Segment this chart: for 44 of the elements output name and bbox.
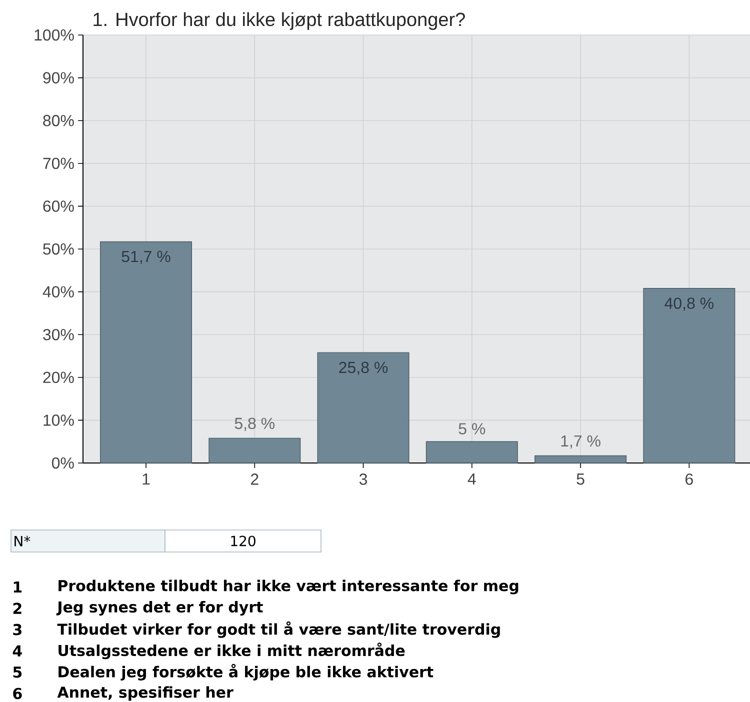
text: Annet, spesifiser her <box>57 686 234 701</box>
text: Tilbudet virker for godt til å være sant/lite troverdig <box>57 621 500 638</box>
y-tick-label: 30% <box>43 328 74 340</box>
y-tick-label: 50% <box>43 243 74 255</box>
y-tick-label: 80% <box>43 114 74 126</box>
y-tick-label: 90% <box>43 72 74 84</box>
data-label: 5 % <box>458 423 486 434</box>
x-tick-label: 6 <box>686 474 693 485</box>
y-tick-label: 40% <box>42 286 74 298</box>
text: Produktene tilbudt har ikke vært interessante for meg <box>58 580 518 594</box>
text: 1 <box>14 582 22 592</box>
x-tick-label: 2 <box>250 474 258 485</box>
y-tick-label: 100% <box>34 29 74 41</box>
text: Jeg synes det er for dyrt <box>56 600 263 616</box>
text: 4 <box>12 645 22 656</box>
chart-title: 1. Hvorfor har du ikke kjøpt rabattkuponger? <box>94 12 465 30</box>
text: Dealen jeg forsøkte å kjøpe ble ikke aktivert <box>58 664 434 680</box>
text: N* <box>14 536 30 546</box>
data-label: 51,7 % <box>122 250 170 264</box>
data-label: 25,8 % <box>339 362 388 375</box>
text: 2 <box>13 602 22 614</box>
data-label: 40,8 % <box>664 298 714 311</box>
text: 6 <box>13 688 22 700</box>
x-tick-label: 4 <box>468 474 476 485</box>
bar <box>643 288 736 464</box>
bar <box>534 455 627 464</box>
y-tick-label: 60% <box>43 200 74 212</box>
text: 120 <box>231 536 256 546</box>
y-tick-label: 20% <box>43 372 74 384</box>
x-tick-label: 5 <box>576 474 584 485</box>
y-tick-label: 0% <box>52 457 74 469</box>
bar <box>317 352 410 464</box>
bar <box>208 438 301 464</box>
text: 3 <box>13 624 22 636</box>
text: Utsalgsstedene er ikke i mitt nærområde <box>58 642 405 660</box>
data-label: 5,8 % <box>234 418 275 431</box>
bar <box>426 441 518 464</box>
x-tick-label: 1 <box>142 474 150 485</box>
text: 5 <box>13 666 22 678</box>
x-tick-label: 3 <box>359 474 368 485</box>
bar <box>100 241 192 464</box>
data-label: 1,7 % <box>561 435 600 449</box>
y-tick-label: 70% <box>43 158 74 170</box>
y-tick-label: 10% <box>44 414 74 426</box>
